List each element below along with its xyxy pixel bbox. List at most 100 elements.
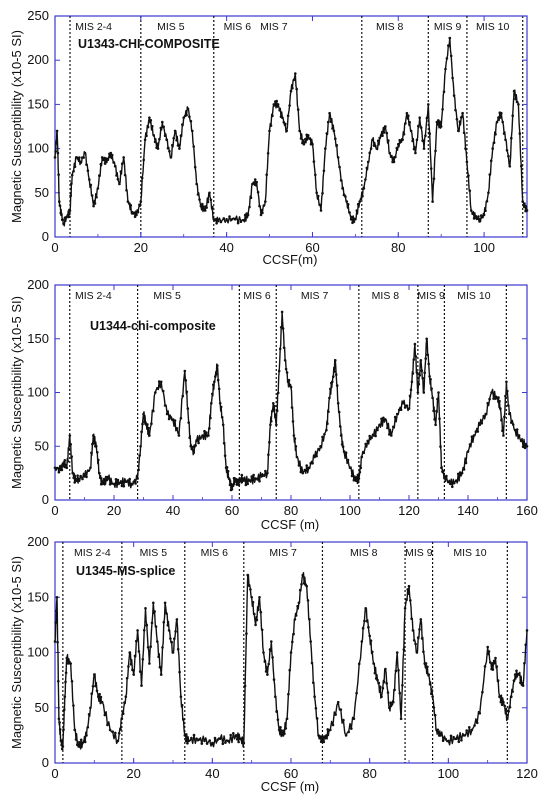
- data-point: [319, 445, 322, 448]
- data-point: [101, 482, 105, 486]
- data-point: [278, 347, 282, 351]
- data-point: [449, 54, 453, 58]
- data-point: [95, 689, 99, 693]
- y-axis-title: Magnetic Susceptibility (x10-5 SI): [9, 30, 24, 223]
- data-point: [287, 692, 290, 696]
- data-point: [408, 394, 412, 398]
- data-point: [427, 673, 431, 676]
- data-point: [455, 117, 459, 121]
- x-tick-label: 20: [134, 240, 148, 255]
- data-point: [153, 140, 157, 144]
- data-point: [315, 454, 318, 458]
- data-point: [128, 477, 131, 481]
- data-point: [133, 215, 137, 218]
- data-point: [460, 739, 463, 742]
- data-point: [510, 136, 513, 140]
- mis-stage-label: MIS 2-4: [75, 21, 112, 33]
- data-point: [386, 691, 390, 694]
- data-point: [359, 197, 363, 201]
- data-point: [419, 126, 423, 129]
- data-point: [398, 691, 402, 695]
- data-point: [226, 739, 230, 743]
- data-point: [215, 222, 218, 225]
- data-point: [222, 217, 226, 220]
- data-point: [313, 455, 316, 459]
- data-point: [410, 617, 413, 620]
- core-label: U1344-chi-composite: [90, 319, 216, 333]
- data-point: [402, 648, 406, 651]
- y-axis-title: Magnetic Susceptibility (x10-5 SI): [9, 296, 24, 489]
- data-point: [195, 182, 198, 186]
- data-point: [291, 640, 294, 644]
- mis-stage-label: MIS 2-4: [74, 547, 111, 559]
- data-point: [348, 211, 351, 214]
- data-point: [251, 600, 255, 604]
- data-point: [378, 685, 382, 689]
- data-point: [283, 359, 287, 362]
- data-point: [242, 479, 246, 482]
- data-point: [442, 90, 446, 93]
- mis-stage-label: MIS 6: [224, 21, 252, 33]
- data-point: [447, 480, 450, 484]
- data-point: [385, 682, 389, 685]
- data-point: [86, 169, 90, 172]
- data-point: [521, 684, 525, 687]
- data-point: [457, 129, 460, 133]
- data-point: [281, 116, 284, 119]
- data-point: [272, 103, 276, 106]
- data-point: [285, 371, 289, 374]
- data-point: [240, 473, 244, 477]
- data-point: [356, 202, 360, 206]
- mis-stage-label: MIS 9: [417, 290, 445, 302]
- data-point: [208, 739, 211, 742]
- plot-frame: [54, 15, 528, 238]
- data-point: [402, 133, 406, 136]
- data-point: [495, 665, 499, 668]
- data-point: [317, 447, 320, 451]
- data-point: [205, 206, 208, 209]
- data-point: [161, 389, 165, 393]
- data-point: [401, 684, 404, 687]
- data-point: [159, 673, 163, 676]
- data-point: [412, 147, 416, 151]
- data-point: [255, 180, 258, 184]
- data-point: [145, 623, 149, 627]
- data-point: [371, 138, 374, 142]
- data-point: [198, 198, 201, 201]
- data-point: [73, 728, 76, 732]
- data-point: [505, 380, 508, 384]
- data-point: [186, 407, 190, 410]
- data-point: [495, 120, 499, 124]
- data-point: [418, 116, 422, 119]
- data-point: [161, 646, 164, 649]
- data-point: [152, 409, 155, 413]
- x-axis-title: CCSF (m): [261, 779, 320, 794]
- data-point: [178, 670, 181, 674]
- mis-stage-label: MIS 7: [269, 547, 297, 559]
- data-point: [465, 729, 469, 732]
- data-point: [480, 422, 484, 425]
- data-point: [501, 120, 505, 124]
- data-point: [519, 439, 523, 443]
- data-point: [227, 477, 231, 480]
- y-axis-title: Magnetic Susceptibility (x10-5 SI): [9, 556, 24, 749]
- data-point: [399, 140, 403, 143]
- data-point: [274, 695, 277, 698]
- data-point: [363, 619, 366, 623]
- data-point: [458, 471, 462, 474]
- data-point: [267, 662, 271, 666]
- data-point: [414, 355, 418, 358]
- data-point: [311, 462, 314, 465]
- data-point: [215, 373, 218, 376]
- data-point: [331, 723, 335, 727]
- data-point: [357, 662, 361, 666]
- data-point: [163, 404, 167, 407]
- y-tick-label: 50: [35, 438, 49, 453]
- data-point: [487, 191, 490, 195]
- data-point: [468, 443, 472, 446]
- data-point: [344, 195, 347, 198]
- data-point: [507, 709, 510, 713]
- data-point: [258, 204, 261, 208]
- data-point: [434, 423, 437, 427]
- data-point: [332, 129, 336, 133]
